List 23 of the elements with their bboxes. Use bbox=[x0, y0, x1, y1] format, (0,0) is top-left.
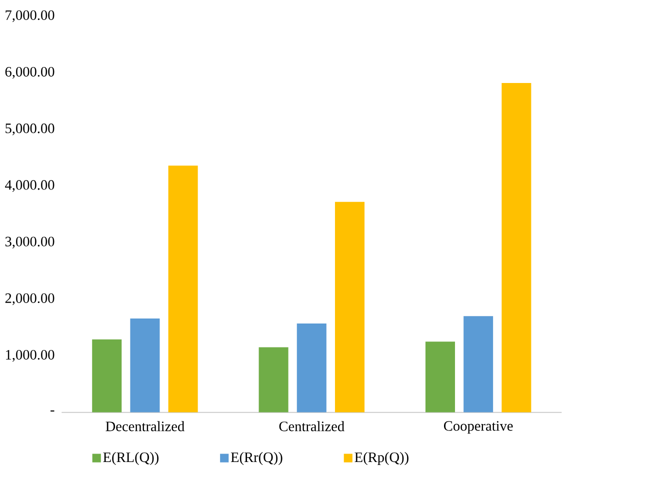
y-tick-label: - bbox=[50, 410, 54, 412]
bar bbox=[92, 339, 122, 412]
y-tick-label: 6,000.00 bbox=[5, 66, 54, 78]
y-tick-label: 7,000.00 bbox=[6, 10, 54, 22]
y-tick-label: 2,000.00 bbox=[5, 293, 54, 305]
bar bbox=[296, 323, 326, 412]
bar bbox=[425, 341, 455, 412]
y-tick-label: 1,000.00 bbox=[6, 350, 54, 362]
legend-label: E(RL(Q)) bbox=[103, 452, 158, 465]
x-tick-label: Decentralized bbox=[106, 420, 184, 432]
legend-label: E(Rp(Q)) bbox=[354, 452, 408, 465]
y-tick-label: 5,000.00 bbox=[6, 123, 54, 136]
legend-label: E(Rr(Q)) bbox=[230, 452, 282, 465]
bar bbox=[334, 202, 365, 412]
bar bbox=[258, 347, 288, 412]
x-tick-label: Centralized bbox=[279, 420, 344, 432]
y-tick-label: 3,000.00 bbox=[5, 236, 54, 248]
bar bbox=[130, 318, 160, 412]
bar bbox=[168, 165, 198, 412]
bar bbox=[464, 316, 494, 412]
y-tick-label: 4,000.00 bbox=[5, 180, 54, 192]
x-tick-label: Cooperative bbox=[444, 420, 513, 434]
bar bbox=[502, 82, 532, 412]
